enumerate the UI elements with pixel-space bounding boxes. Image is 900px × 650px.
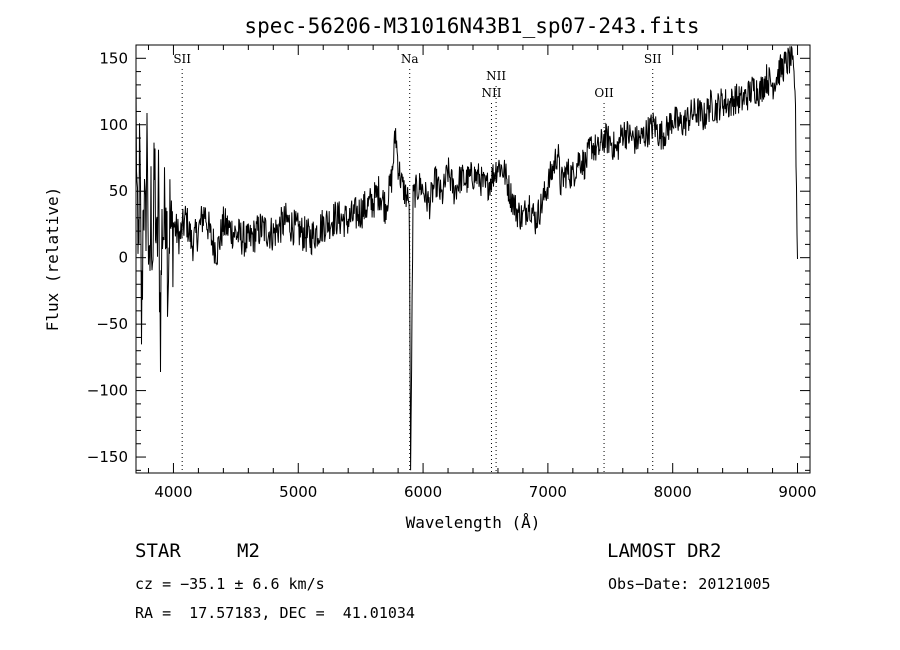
x-tick-label: 8000 xyxy=(654,483,692,501)
axis-tick-labels: 4000 5000 6000 7000 8000 9000 −150 −100 −50 0 50 10… xyxy=(87,49,817,501)
y-tick-label: 100 xyxy=(99,116,128,134)
y-axis-label: Flux (relative) xyxy=(43,187,62,332)
object-class: STAR xyxy=(135,540,181,562)
annotation-label: OII xyxy=(594,86,614,100)
y-tick-label: −150 xyxy=(87,448,128,466)
redshift-cz: cz = −35.1 ± 6.6 km/s xyxy=(135,575,325,593)
annotation-label: NII xyxy=(481,86,501,100)
annotation-label: NII xyxy=(486,69,506,83)
x-axis-label: Wavelength (Å) xyxy=(406,513,541,532)
annotation-label: Na xyxy=(401,52,419,66)
ra-dec: RA = 17.57183, DEC = 41.01034 xyxy=(135,604,415,622)
x-tick-label: 7000 xyxy=(529,483,567,501)
y-tick-label: 0 xyxy=(118,249,128,267)
object-subclass: M2 xyxy=(237,540,260,562)
chart-title: spec-56206-M31016N43B1_sp07-243.fits xyxy=(244,14,699,38)
spectrum-line xyxy=(135,46,798,471)
observation-date: Obs−Date: 20121005 xyxy=(608,575,771,593)
x-tick-label: 5000 xyxy=(279,483,317,501)
y-tick-label: −50 xyxy=(96,315,128,333)
y-tick-label: 150 xyxy=(99,49,128,67)
survey-name: LAMOST DR2 xyxy=(607,540,722,562)
x-tick-label: 9000 xyxy=(778,483,816,501)
annotation-label: SII xyxy=(173,52,191,66)
x-tick-label: 4000 xyxy=(154,483,192,501)
y-tick-label: 50 xyxy=(109,182,128,200)
y-tick-label: −100 xyxy=(87,382,128,400)
annotation-lines xyxy=(181,69,654,473)
annotation-labels: SII Na NII NII OII SII xyxy=(173,52,662,100)
annotation-label: SII xyxy=(644,52,662,66)
x-tick-label: 6000 xyxy=(404,483,442,501)
